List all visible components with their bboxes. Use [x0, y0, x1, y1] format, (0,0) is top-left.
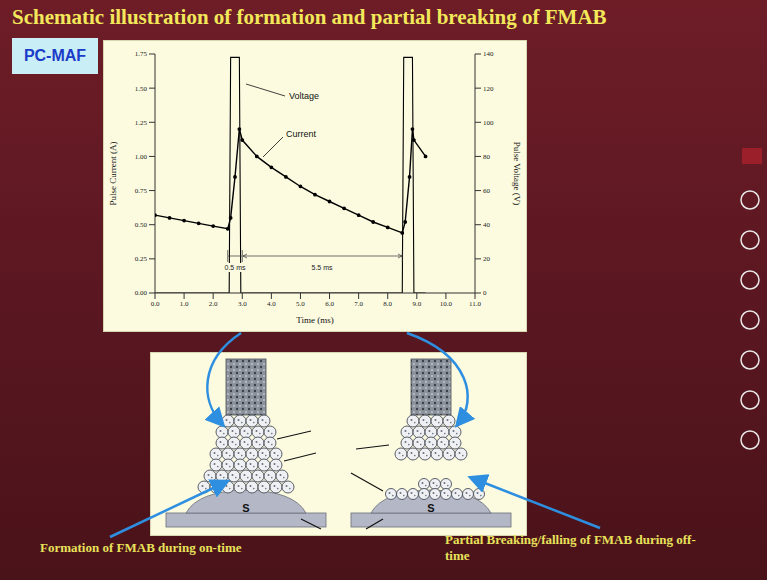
svg-text:1.50: 1.50 [135, 85, 148, 93]
svg-text:S: S [427, 502, 434, 514]
svg-text:120: 120 [483, 85, 494, 93]
svg-text:0: 0 [483, 289, 487, 297]
svg-text:4.0: 4.0 [267, 300, 276, 308]
svg-text:Voltage: Voltage [289, 91, 319, 101]
svg-text:0.25: 0.25 [135, 255, 148, 263]
svg-text:5.5 ms: 5.5 ms [311, 264, 333, 271]
svg-text:1.25: 1.25 [135, 119, 148, 127]
svg-text:Current: Current [286, 129, 317, 139]
svg-text:1.75: 1.75 [135, 50, 148, 58]
html-text:Partial Breaking/falling of FM: Partial Breaking/falling of FMAB during … [445, 532, 696, 563]
svg-text:Pulse Current (A): Pulse Current (A) [108, 142, 118, 206]
svg-text:Time (ms): Time (ms) [296, 315, 333, 325]
svg-text:40: 40 [483, 221, 491, 229]
svg-text:5.0: 5.0 [296, 300, 305, 308]
svg-text:100: 100 [483, 119, 494, 127]
svg-text:0.00: 0.00 [135, 289, 148, 297]
svg-text:10.0: 10.0 [440, 300, 453, 308]
svg-text:20: 20 [483, 255, 491, 263]
svg-text:9.0: 9.0 [412, 300, 421, 308]
html-text:Formation of FMAB during on-ti: Formation of FMAB during on-time [40, 540, 242, 555]
svg-text:1.00: 1.00 [135, 153, 148, 161]
html-text:PC-MAF: PC-MAF [23, 47, 87, 64]
svg-text:0.5 ms: 0.5 ms [224, 264, 246, 271]
html-text:Schematic illustration of form: Schematic illustration of formation and … [12, 5, 607, 29]
svg-text:2.0: 2.0 [209, 300, 218, 308]
svg-text:3.0: 3.0 [238, 300, 247, 308]
svg-text:0.0: 0.0 [151, 300, 160, 308]
svg-text:1.0: 1.0 [180, 300, 189, 308]
svg-text:S: S [242, 502, 249, 514]
svg-text:11.0: 11.0 [469, 300, 481, 308]
svg-text:6.0: 6.0 [325, 300, 334, 308]
svg-text:0.75: 0.75 [135, 187, 148, 195]
svg-text:60: 60 [483, 187, 491, 195]
svg-text:8.0: 8.0 [383, 300, 392, 308]
svg-text:7.0: 7.0 [354, 300, 363, 308]
svg-text:140: 140 [483, 50, 494, 58]
svg-text:Pulse Voltage (V): Pulse Voltage (V) [512, 142, 522, 206]
svg-text:80: 80 [483, 153, 491, 161]
svg-text:0.50: 0.50 [135, 221, 148, 229]
